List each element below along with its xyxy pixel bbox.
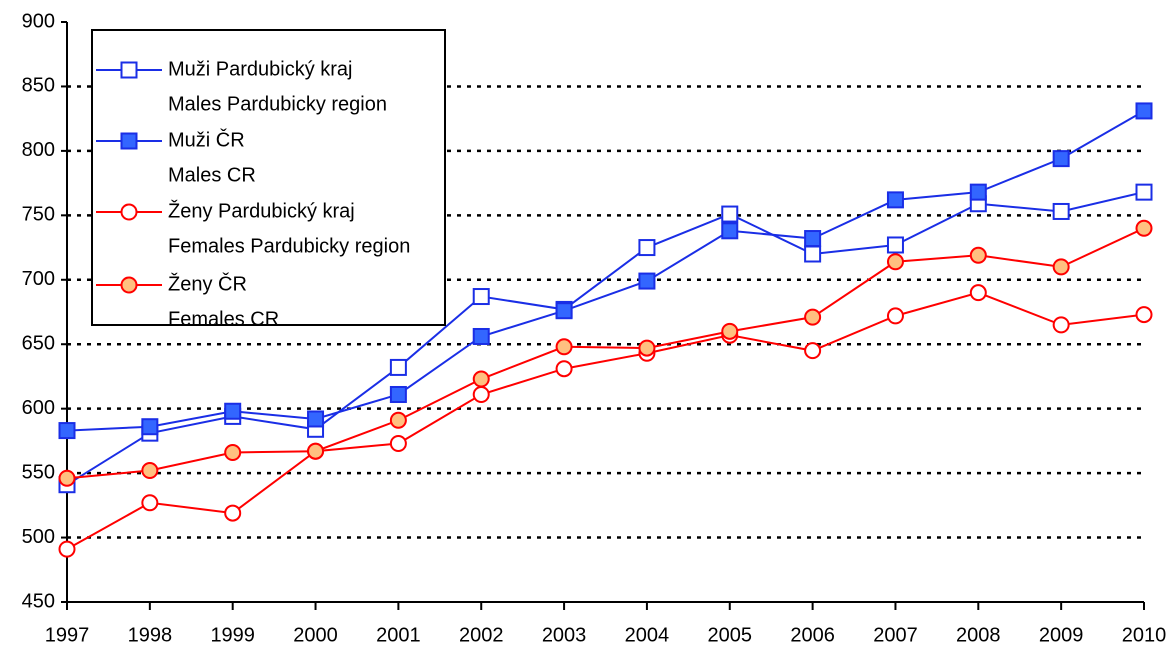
x-tick-label: 2006 [790, 624, 835, 646]
y-tick-label: 450 [22, 590, 55, 612]
marker [1052, 202, 1070, 220]
marker [804, 245, 822, 263]
marker [307, 410, 325, 428]
x-tick-label: 2007 [873, 624, 918, 646]
marker [141, 494, 159, 512]
marker [1052, 150, 1070, 168]
marker [804, 230, 822, 248]
legend-label: Females CR [168, 308, 279, 330]
marker [721, 222, 739, 240]
legend-label: Ženy Pardubický kraj [168, 199, 355, 222]
marker [389, 358, 407, 376]
legend-marker [120, 276, 138, 294]
marker [1052, 316, 1070, 334]
y-tick-label: 650 [22, 333, 55, 355]
x-tick-label: 2003 [542, 624, 587, 646]
legend-label: Females Pardubicky region [168, 235, 410, 257]
x-tick-label: 2000 [293, 624, 338, 646]
marker [472, 327, 490, 345]
marker [555, 360, 573, 378]
marker [1135, 219, 1153, 237]
x-tick-label: 2004 [625, 624, 670, 646]
marker [1052, 258, 1070, 276]
marker [886, 253, 904, 271]
legend-label: Ženy ČR [168, 272, 247, 295]
legend-box [91, 29, 446, 326]
marker [224, 402, 242, 420]
x-tick-label: 1998 [128, 624, 173, 646]
marker [1135, 102, 1153, 120]
marker [472, 370, 490, 388]
marker [969, 284, 987, 302]
marker [1135, 306, 1153, 324]
marker [389, 385, 407, 403]
marker [472, 385, 490, 403]
marker [1135, 183, 1153, 201]
marker [224, 443, 242, 461]
x-tick-label: 2008 [956, 624, 1001, 646]
marker [969, 246, 987, 264]
x-tick-label: 2005 [708, 624, 753, 646]
marker [804, 308, 822, 326]
legend-marker [120, 132, 138, 150]
marker [389, 411, 407, 429]
x-tick-label: 1999 [210, 624, 255, 646]
y-tick-label: 800 [22, 139, 55, 161]
marker [58, 540, 76, 558]
x-tick-label: 1997 [45, 624, 90, 646]
legend-marker [120, 203, 138, 221]
legend-marker [120, 61, 138, 79]
y-tick-label: 850 [22, 75, 55, 97]
series-line [66, 191, 1145, 486]
legend: Muži Pardubický kraj Males Pardubicky reg… [91, 29, 446, 330]
legend-label: Muži ČR [168, 128, 245, 151]
marker [555, 338, 573, 356]
x-tick-label: 2009 [1039, 624, 1084, 646]
series-line [66, 291, 1145, 551]
marker [969, 183, 987, 201]
y-tick-label: 900 [22, 10, 55, 32]
series-line [66, 110, 1145, 432]
marker [224, 504, 242, 522]
y-tick-label: 500 [22, 526, 55, 548]
x-tick-label: 2001 [376, 624, 421, 646]
marker [804, 342, 822, 360]
marker [886, 307, 904, 325]
marker [638, 272, 656, 290]
marker [721, 322, 739, 340]
y-tick-label: 550 [22, 461, 55, 483]
marker [555, 302, 573, 320]
marker [307, 442, 325, 460]
x-tick-label: 2010 [1122, 624, 1167, 646]
marker [886, 191, 904, 209]
marker [638, 239, 656, 257]
marker [886, 236, 904, 254]
legend-label: Males CR [168, 164, 256, 186]
y-tick-label: 750 [22, 204, 55, 226]
series-line [66, 227, 1145, 480]
marker [141, 418, 159, 436]
marker [638, 339, 656, 357]
legend-label: Muži Pardubický kraj [168, 58, 353, 80]
x-tick-label: 2002 [459, 624, 504, 646]
marker [58, 422, 76, 440]
marker [58, 469, 76, 487]
marker [472, 288, 490, 306]
y-tick-label: 700 [22, 268, 55, 290]
marker [389, 434, 407, 452]
legend-label: Males Pardubicky region [168, 93, 387, 115]
y-tick-label: 600 [22, 397, 55, 419]
marker [721, 205, 739, 223]
marker [141, 462, 159, 480]
